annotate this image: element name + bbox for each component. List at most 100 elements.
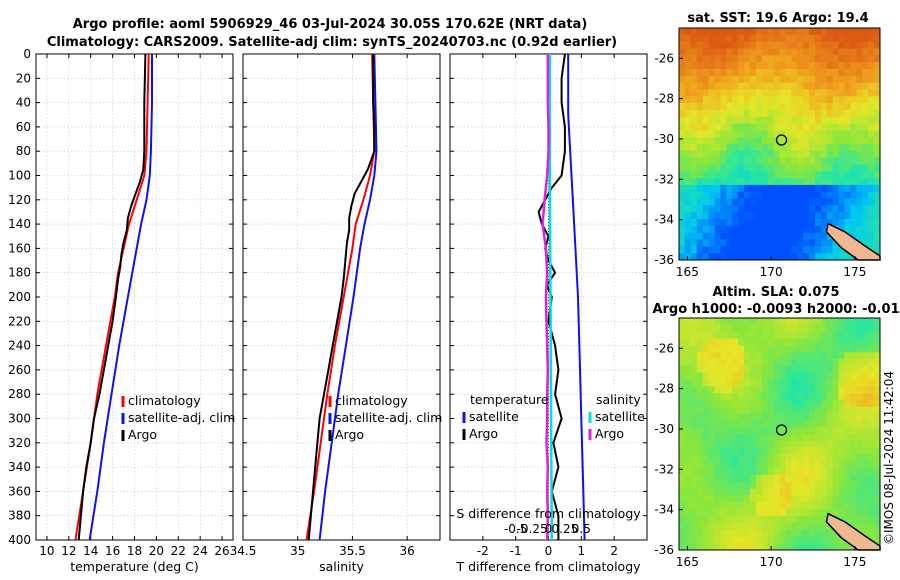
y-tick-label: 220 bbox=[8, 314, 31, 328]
x-tick-label: 1 bbox=[578, 544, 586, 558]
satellite-adj-clim-line bbox=[88, 54, 153, 541]
legend-climatology-label: climatology bbox=[128, 393, 201, 408]
sst_map-panel: 165 170 175 -26 -28 -30 -32 -34 -36 sat. SST: 19.… bbox=[654, 11, 881, 279]
y-tick-label: 260 bbox=[8, 363, 31, 377]
top-x-axis-label: S difference from climatology bbox=[456, 506, 641, 521]
profile-plots: 10 12 14 16 18 20 22 24 260204060801001201401601… bbox=[8, 47, 648, 574]
x-tick-label: 175 bbox=[843, 555, 866, 569]
x-tick-label: 170 bbox=[760, 265, 783, 279]
argo-position-marker bbox=[775, 134, 788, 146]
x-tick-label: 12 bbox=[61, 544, 76, 558]
x-axis-label: temperature (deg C) bbox=[70, 559, 199, 574]
legend-climatology-label: climatology bbox=[335, 393, 408, 408]
x-axis-label: salinity bbox=[319, 559, 364, 574]
difference-panel: -2 -1 0 1 2T difference from climatology S di… bbox=[449, 53, 648, 574]
y-tick-label: -26 bbox=[654, 341, 674, 355]
x-tick-label: 35.5 bbox=[339, 544, 366, 558]
map-frame bbox=[678, 317, 881, 551]
legend-temperature-title: temperature bbox=[470, 392, 549, 407]
legend-satellite-adj-clim-label: satellite-adj. clim bbox=[128, 410, 235, 425]
x-tick-label: 14 bbox=[83, 544, 98, 558]
y-tick-label: 400 bbox=[8, 533, 31, 547]
y-tick-label: 240 bbox=[8, 339, 31, 353]
legend-t-argo-label: Argo bbox=[469, 426, 498, 441]
x-tick-label: -2 bbox=[477, 544, 489, 558]
y-tick-label: 340 bbox=[8, 460, 31, 474]
map-frame bbox=[678, 27, 881, 261]
sla-map-subtitle: Argo h1000: -0.0093 h2000: -0.01 bbox=[652, 302, 899, 317]
x-tick-label: 34.5 bbox=[230, 544, 257, 558]
x-tick-label: 20 bbox=[149, 544, 164, 558]
y-tick-label: -30 bbox=[654, 132, 674, 146]
x-tick-label: 165 bbox=[676, 265, 699, 279]
y-tick-label: -34 bbox=[654, 213, 674, 227]
x-tick-label: 0 bbox=[545, 544, 553, 558]
legend-argo-label: Argo bbox=[335, 427, 364, 442]
y-tick-label: -28 bbox=[654, 382, 674, 396]
s-satellite-line bbox=[548, 54, 554, 541]
y-tick-label: 320 bbox=[8, 436, 31, 450]
y-tick-label: 280 bbox=[8, 387, 31, 401]
argo-line bbox=[307, 54, 376, 541]
argo-position-marker bbox=[775, 424, 788, 436]
y-tick-label: -26 bbox=[654, 51, 674, 65]
x-tick-label: 22 bbox=[171, 544, 186, 558]
legend-salinity-title: salinity bbox=[596, 392, 641, 407]
x-tick-label: 36 bbox=[400, 544, 415, 558]
y-tick-label: 140 bbox=[8, 217, 31, 231]
x-tick-label: 170 bbox=[760, 555, 783, 569]
x-tick-label: 175 bbox=[843, 265, 866, 279]
x-tick-label: 18 bbox=[127, 544, 142, 558]
x-tick-label: 35 bbox=[290, 544, 305, 558]
x-tick-label: 26 bbox=[214, 544, 229, 558]
argo-line bbox=[77, 53, 147, 541]
sla_map-panel: 165 170 175 -26 -28 -30 -32 -34 -36 Altim. SLA: 0… bbox=[652, 285, 899, 569]
top-x-tick-label: -0.25 bbox=[517, 522, 548, 536]
watermark: ©IMOS 08-Jul-2024 11:42:04 bbox=[882, 371, 896, 545]
y-tick-label: -36 bbox=[654, 543, 674, 557]
y-tick-label: -32 bbox=[654, 462, 674, 476]
y-tick-label: 20 bbox=[16, 71, 31, 85]
y-tick-label: 160 bbox=[8, 241, 31, 255]
top-x-tick-label: -0.5 bbox=[504, 522, 527, 536]
salinity-panel: 34.5 35 35.5 36 salinity climatology satellite… bbox=[230, 53, 442, 574]
title-line-2: Climatology: CARS2009. Satellite-adj cli… bbox=[47, 35, 617, 50]
legend-argo-label: Argo bbox=[128, 427, 157, 442]
sla-map-title: Altim. SLA: 0.075 bbox=[713, 285, 840, 300]
t-satellite-line bbox=[567, 54, 586, 541]
y-tick-label: 180 bbox=[8, 266, 31, 280]
y-tick-label: -36 bbox=[654, 253, 674, 267]
y-tick-label: -34 bbox=[654, 503, 674, 517]
sst-map-title: sat. SST: 19.6 Argo: 19.4 bbox=[687, 11, 868, 26]
legend-satellite-adj-clim-label: satellite-adj. clim bbox=[335, 410, 442, 425]
x-tick-label: 24 bbox=[193, 544, 208, 558]
satellite-adj-clim-line bbox=[318, 53, 378, 541]
y-tick-label: -30 bbox=[654, 422, 674, 436]
y-tick-label: 300 bbox=[8, 412, 31, 426]
y-tick-label: 80 bbox=[16, 144, 31, 158]
top-x-tick-label: 0.25 bbox=[552, 522, 579, 536]
y-tick-label: 40 bbox=[16, 96, 31, 110]
legend-s-argo-label: Argo bbox=[595, 426, 624, 441]
top-x-tick-label: 0 bbox=[545, 522, 553, 536]
y-tick-label: 60 bbox=[16, 120, 31, 134]
y-tick-label: 380 bbox=[8, 509, 31, 523]
y-tick-label: 120 bbox=[8, 193, 31, 207]
x-tick-label: 16 bbox=[105, 544, 120, 558]
title-line-1: Argo profile: aoml 5906929_46 03-Jul-202… bbox=[73, 17, 588, 32]
top-x-tick-label: 0.5 bbox=[572, 522, 591, 536]
y-tick-label: 100 bbox=[8, 169, 31, 183]
x-tick-label: -1 bbox=[510, 544, 522, 558]
legend-t-satellite-label: satellite bbox=[469, 409, 519, 424]
sst-heatmap-cells bbox=[679, 28, 881, 261]
y-tick-label: 0 bbox=[23, 47, 31, 61]
x-tick-label: 2 bbox=[610, 544, 618, 558]
y-tick-label: -28 bbox=[654, 92, 674, 106]
map-panels: 165 170 175 -26 -28 -30 -32 -34 -36 sat. SST: 19.… bbox=[652, 11, 899, 569]
s-argo-line bbox=[541, 54, 550, 541]
x-axis-label: T difference from climatology bbox=[455, 559, 641, 574]
t-argo-line bbox=[537, 53, 566, 540]
figure-titles: Argo profile: aoml 5906929_46 03-Jul-202… bbox=[47, 17, 617, 50]
legend-s-satellite-label: satellite bbox=[595, 409, 645, 424]
